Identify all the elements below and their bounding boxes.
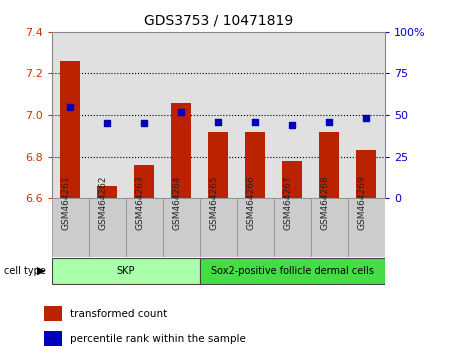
Bar (44, 306, 62, 321)
Text: Sox2-positive follicle dermal cells: Sox2-positive follicle dermal cells (211, 266, 374, 276)
Point (178, 109, 185, 115)
Bar (89, 198, 126, 257)
Point (67, 104, 74, 110)
Bar (356, 150, 376, 198)
Text: GSM464264: GSM464264 (172, 175, 181, 230)
Point (288, 122, 296, 128)
Text: cell type: cell type (4, 266, 46, 276)
Text: GSM464268: GSM464268 (320, 175, 329, 230)
Bar (237, 198, 274, 257)
Bar (348, 32, 385, 198)
Point (252, 119, 259, 125)
Text: GSM464266: GSM464266 (246, 175, 255, 230)
Title: GDS3753 / 10471819: GDS3753 / 10471819 (144, 14, 293, 28)
Bar (52, 258, 200, 284)
Bar (60, 61, 81, 198)
Text: percentile rank within the sample: percentile rank within the sample (70, 333, 246, 344)
Bar (200, 258, 385, 284)
Bar (163, 198, 200, 257)
Bar (200, 32, 237, 198)
Bar (208, 132, 229, 198)
Text: GSM464267: GSM464267 (283, 175, 292, 230)
Bar (171, 103, 191, 198)
Bar (311, 198, 348, 257)
Bar (319, 132, 339, 198)
Bar (163, 32, 200, 198)
Bar (237, 32, 274, 198)
Point (363, 115, 370, 121)
Bar (126, 32, 163, 198)
Bar (311, 32, 348, 198)
Bar (126, 198, 163, 257)
Bar (274, 198, 311, 257)
Text: GSM464263: GSM464263 (135, 175, 144, 230)
Bar (44, 331, 62, 346)
Bar (52, 32, 89, 198)
Point (141, 121, 148, 126)
Text: transformed count: transformed count (70, 309, 167, 319)
Text: GSM464269: GSM464269 (357, 175, 366, 230)
Text: GSM464261: GSM464261 (61, 175, 70, 230)
Bar (134, 165, 154, 198)
Text: ▶: ▶ (36, 266, 45, 276)
Text: GSM464265: GSM464265 (209, 175, 218, 230)
Bar (97, 186, 117, 198)
Point (104, 121, 111, 126)
Bar (245, 132, 266, 198)
Bar (282, 161, 302, 198)
Bar (200, 198, 237, 257)
Bar (348, 198, 385, 257)
Point (215, 119, 222, 125)
Text: GSM464262: GSM464262 (98, 175, 107, 230)
Point (326, 119, 333, 125)
Bar (274, 32, 311, 198)
Bar (89, 32, 126, 198)
Text: SKP: SKP (117, 266, 135, 276)
Bar (52, 198, 89, 257)
